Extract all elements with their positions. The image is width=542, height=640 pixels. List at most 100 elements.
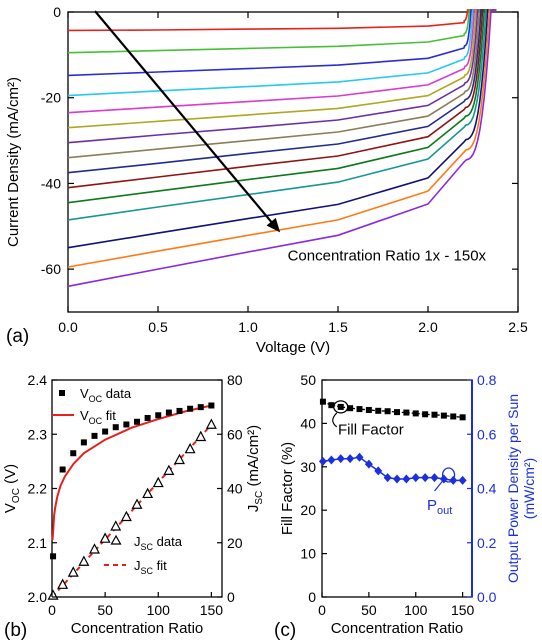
jv-curve-7 bbox=[67, 9, 497, 144]
panel-b-x-tick-label: 100 bbox=[147, 602, 171, 618]
panel-c-left-y-tick-label: 10 bbox=[300, 546, 316, 562]
panel-b-x-tick-label: 50 bbox=[97, 602, 113, 618]
pout-callout-arrow bbox=[434, 480, 444, 492]
panel-b-left-y-tick-label: 2.4 bbox=[28, 372, 48, 388]
panel-a-y-tick-label: 0 bbox=[53, 4, 61, 20]
voc-data-point bbox=[165, 409, 172, 416]
jv-curve-15 bbox=[67, 9, 497, 288]
pout-point bbox=[393, 474, 401, 484]
panel-b-x-tick-label: 0 bbox=[48, 602, 56, 618]
pout-point bbox=[364, 459, 373, 469]
jv-curve-10 bbox=[67, 9, 497, 189]
legend-entry-label: VOC fit bbox=[80, 408, 116, 426]
panel-c-x-tick-label: 100 bbox=[404, 602, 428, 618]
fill-factor-point bbox=[328, 402, 335, 409]
panel-b-label: (b) bbox=[4, 620, 27, 640]
fill-factor-point bbox=[337, 403, 344, 410]
jv-curve-3 bbox=[67, 9, 497, 77]
panel-a-y-tick-label: -40 bbox=[41, 175, 61, 191]
jsc-data-point bbox=[99, 532, 111, 543]
voc-data-point bbox=[102, 428, 109, 435]
jv-curve-13 bbox=[67, 9, 497, 249]
jv-curve-5 bbox=[67, 9, 497, 114]
panel-c-series-group: Fill Factor Pout bbox=[318, 398, 467, 517]
fill-factor-point bbox=[403, 409, 410, 416]
fill-factor-point bbox=[347, 405, 354, 412]
panel-a-x-tick-label: 1.5 bbox=[328, 319, 348, 335]
jv-curve-2 bbox=[67, 9, 497, 54]
panel-b-right-y-tick-label: 60 bbox=[227, 426, 243, 442]
panel-c-x-tick-label: 150 bbox=[451, 602, 475, 618]
panel-a-x-tick-label: 1.0 bbox=[238, 319, 258, 335]
pout-point bbox=[383, 473, 392, 483]
jsc-data-point bbox=[142, 487, 154, 499]
jv-curve-11 bbox=[67, 9, 497, 204]
voc-data-point bbox=[123, 421, 130, 428]
jsc-fit-line bbox=[51, 424, 213, 598]
jsc-data-point bbox=[89, 543, 100, 554]
panel-c-x-tick-label: 50 bbox=[361, 602, 377, 618]
pout-point bbox=[374, 466, 383, 476]
voc-data-point bbox=[187, 405, 194, 412]
panel-c-right-axis-label-line1: Output Power Density per Sun bbox=[505, 394, 521, 583]
panel-c-x-axis-label: Concentration Ratio bbox=[331, 620, 464, 637]
panel-a-x-tick-label: 2.0 bbox=[418, 319, 438, 335]
voc-fit-line bbox=[51, 404, 212, 541]
voc-data-point bbox=[197, 404, 204, 411]
fill-factor-point bbox=[412, 410, 419, 417]
jv-curve-8 bbox=[67, 9, 497, 159]
fill-factor-callout-circle bbox=[333, 400, 349, 414]
pout-point bbox=[327, 455, 336, 465]
concentration-ratio-annotation: Concentration Ratio 1x - 150x bbox=[288, 248, 487, 265]
panel-c-right-y-tick-label: 0.0 bbox=[477, 589, 497, 605]
panel-a-ticks: 0.0 0.5 1.0 1.5 2.0 2.5 0 -20 -40 -60 bbox=[41, 4, 528, 335]
panel-a-x-tick-label: 2.5 bbox=[508, 319, 528, 335]
panel-c-label: (c) bbox=[274, 620, 296, 640]
panel-b-x-axis-label: Concentration Ratio bbox=[71, 620, 204, 637]
pout-point bbox=[411, 473, 420, 483]
fill-factor-point bbox=[440, 412, 447, 419]
pout-point bbox=[430, 473, 439, 483]
panel-a-x-axis-label: Voltage (V) bbox=[256, 339, 330, 356]
fill-factor-point bbox=[394, 409, 400, 416]
voc-data-point bbox=[144, 414, 151, 421]
voc-data-point bbox=[176, 407, 183, 414]
panel-b-legend: VOC data VOC fit JSC data JSC fit bbox=[52, 386, 183, 576]
jv-curve-1 bbox=[67, 9, 497, 32]
jv-curve-6 bbox=[67, 9, 497, 129]
voc-data-point bbox=[208, 402, 215, 409]
jsc-data-point bbox=[205, 418, 217, 429]
panel-b-voc-jsc: 0 50 100 150 2.0 2.1 2.2 2.3 2.4 0 20 40 60 80 VOC da… bbox=[2, 372, 265, 640]
panel-a-y-axis-label: Current Density (mA/cm²) bbox=[5, 77, 22, 247]
panel-a-x-tick-label: 0.5 bbox=[148, 319, 168, 335]
pout-callout-label: Pout bbox=[427, 497, 452, 517]
voc-data-point bbox=[80, 439, 87, 446]
concentration-arrow bbox=[94, 10, 276, 227]
jsc-data-point bbox=[195, 430, 207, 442]
panel-c-left-y-tick-label: 40 bbox=[300, 415, 316, 431]
concentration-arrowhead bbox=[266, 217, 281, 233]
jsc-data-point bbox=[152, 476, 164, 488]
jsc-data-point bbox=[67, 566, 79, 577]
pout-point bbox=[355, 452, 364, 462]
jsc-data-point bbox=[57, 578, 69, 589]
fill-factor-point bbox=[319, 398, 326, 405]
panel-a-x-tick-label: 0.0 bbox=[58, 319, 78, 335]
panel-b-right-axis-label: JSC (mA/cm²) bbox=[245, 425, 265, 512]
panel-c-right-y-tick-label: 0.8 bbox=[477, 372, 497, 388]
voc-data-point bbox=[91, 432, 98, 439]
pout-point bbox=[421, 473, 430, 483]
panel-a-plot-area bbox=[67, 11, 519, 313]
jsc-data-point bbox=[163, 464, 175, 475]
panel-b-right-y-tick-label: 40 bbox=[227, 481, 243, 497]
fill-factor-callout-arrow bbox=[332, 412, 338, 428]
jsc-data-point bbox=[47, 589, 59, 600]
panel-c-right-y-tick-label: 0.6 bbox=[477, 426, 497, 442]
panel-b-left-y-tick-label: 2.3 bbox=[28, 426, 48, 442]
panel-a-y-tick-label: -60 bbox=[41, 261, 61, 277]
fill-factor-point bbox=[459, 414, 466, 421]
panel-c-left-y-tick-label: 50 bbox=[300, 372, 316, 388]
legend-entry-label: JSC fit bbox=[134, 558, 167, 576]
panel-b-right-y-tick-label: 80 bbox=[227, 372, 243, 388]
